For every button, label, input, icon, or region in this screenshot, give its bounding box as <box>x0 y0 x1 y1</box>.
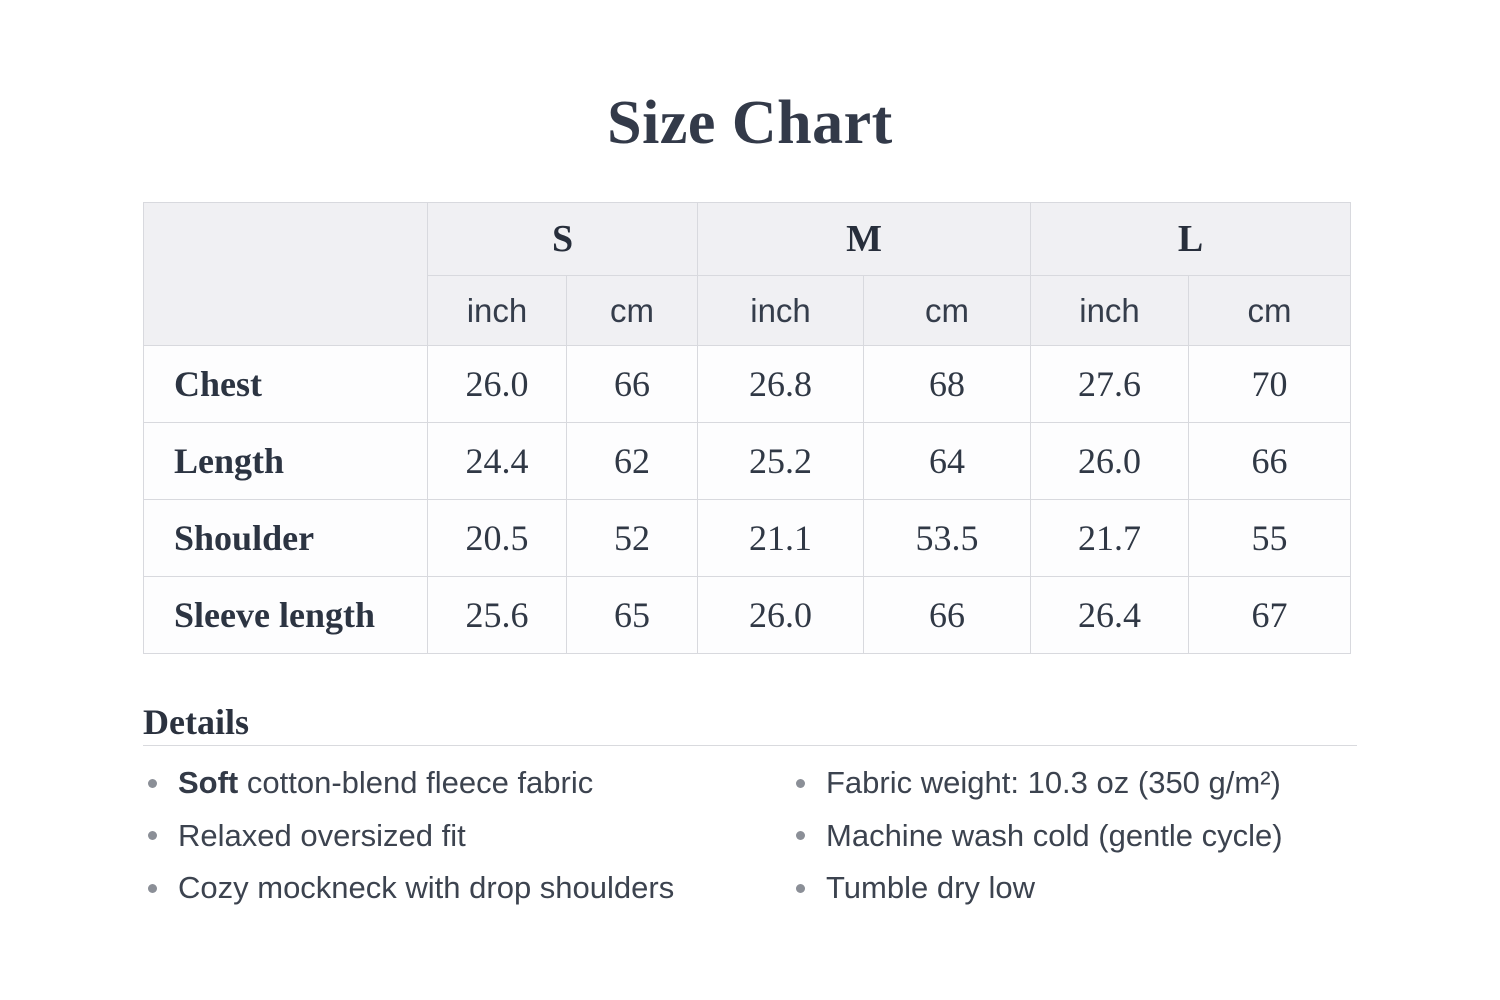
list-item: Relaxed oversized fit <box>143 810 753 863</box>
cell-chest-m-cm: 68 <box>863 345 1032 423</box>
cell-chest-l-inch: 27.6 <box>1030 345 1190 423</box>
bullet-icon <box>148 883 157 893</box>
detail-rest: Relaxed oversized fit <box>178 817 466 853</box>
detail-rest: Fabric weight: 10.3 oz (350 g/m²) <box>826 765 1281 801</box>
cell-sleeve-l-inch: 26.4 <box>1030 576 1190 654</box>
cell-sleeve-m-cm: 66 <box>863 576 1032 654</box>
corner-cell <box>143 202 428 346</box>
detail-rest: cotton-blend fleece fabric <box>238 765 594 801</box>
bullet-icon <box>148 831 157 841</box>
cell-chest-s-inch: 26.0 <box>427 345 567 423</box>
detail-text: Fabric weight: 10.3 oz (350 g/m²) <box>826 765 1281 801</box>
cell-sleeve-s-cm: 65 <box>565 576 699 654</box>
table-row-chest: Chest 26.0 66 26.8 68 27.6 70 <box>143 345 1352 423</box>
detail-text: Machine wash cold (gentle cycle) <box>826 818 1283 854</box>
unit-header-l-cm: cm <box>1188 275 1352 346</box>
unit-header-m-inch: inch <box>697 275 865 346</box>
cell-shoulder-m-cm: 53.5 <box>863 499 1032 577</box>
list-item: Cozy mockneck with drop shoulders <box>143 862 753 915</box>
size-header-l: L <box>1030 202 1352 276</box>
cell-length-s-cm: 62 <box>565 422 699 500</box>
row-label: Shoulder <box>143 499 428 577</box>
page-title: Size Chart <box>607 89 893 157</box>
cell-sleeve-m-inch: 26.0 <box>697 576 865 654</box>
row-label: Length <box>143 422 428 500</box>
unit-header-row: inch cm inch cm inch cm <box>144 275 1352 346</box>
detail-rest: Cozy mockneck with drop shoulders <box>178 870 675 906</box>
size-header-row: S M L <box>143 202 1352 346</box>
detail-text: Relaxed oversized fit <box>178 818 466 854</box>
table-row-shoulder: Shoulder 20.5 52 21.1 53.5 21.7 55 <box>143 499 1352 577</box>
cell-sleeve-s-inch: 25.6 <box>427 576 567 654</box>
details-divider <box>143 745 1357 746</box>
list-item: Soft cotton-blend fleece fabric <box>143 757 753 810</box>
row-label: Sleeve length <box>143 576 428 654</box>
details-list-right: Fabric weight: 10.3 oz (350 g/m²) Machin… <box>791 757 1411 915</box>
cell-length-l-cm: 66 <box>1188 422 1352 500</box>
detail-text: Cozy mockneck with drop shoulders <box>178 870 674 906</box>
detail-text: Soft cotton-blend fleece fabric <box>178 765 593 801</box>
cell-length-s-inch: 24.4 <box>427 422 567 500</box>
details-heading: Details <box>143 702 249 742</box>
size-header-s: S <box>426 202 699 276</box>
cell-length-l-inch: 26.0 <box>1030 422 1190 500</box>
list-item: Tumble dry low <box>791 862 1411 915</box>
bullet-icon <box>796 778 805 788</box>
cell-chest-s-cm: 66 <box>565 345 699 423</box>
cell-shoulder-s-cm: 52 <box>565 499 699 577</box>
cell-shoulder-l-inch: 21.7 <box>1030 499 1190 577</box>
unit-header-s-inch: inch <box>427 275 567 346</box>
detail-rest: Tumble dry low <box>826 870 1036 906</box>
size-table: S M L inch cm inch cm inch cm Chest 26.0… <box>143 202 1352 654</box>
cell-shoulder-l-cm: 55 <box>1188 499 1352 577</box>
bullet-icon <box>796 883 805 893</box>
detail-text: Tumble dry low <box>826 870 1035 906</box>
detail-lead: Soft <box>178 765 239 801</box>
list-item: Fabric weight: 10.3 oz (350 g/m²) <box>791 757 1411 810</box>
unit-header-m-cm: cm <box>863 275 1032 346</box>
detail-rest: Machine wash cold (gentle cycle) <box>826 817 1283 853</box>
cell-chest-m-inch: 26.8 <box>697 345 865 423</box>
cell-length-m-inch: 25.2 <box>697 422 865 500</box>
unit-header-s-cm: cm <box>565 275 699 346</box>
cell-length-m-cm: 64 <box>863 422 1032 500</box>
bullet-icon <box>148 778 157 788</box>
cell-shoulder-m-inch: 21.1 <box>697 499 865 577</box>
cell-shoulder-s-inch: 20.5 <box>427 499 567 577</box>
unit-header-l-inch: inch <box>1030 275 1190 346</box>
bullet-icon <box>796 831 805 841</box>
list-item: Machine wash cold (gentle cycle) <box>791 810 1411 863</box>
table-row-length: Length 24.4 62 25.2 64 26.0 66 <box>143 422 1352 500</box>
details-list-left: Soft cotton-blend fleece fabric Relaxed … <box>143 757 753 915</box>
table-row-sleeve-length: Sleeve length 25.6 65 26.0 66 26.4 67 <box>143 576 1352 654</box>
size-header-m: M <box>697 202 1032 276</box>
cell-sleeve-l-cm: 67 <box>1188 576 1352 654</box>
cell-chest-l-cm: 70 <box>1188 345 1352 423</box>
row-label: Chest <box>143 345 428 423</box>
